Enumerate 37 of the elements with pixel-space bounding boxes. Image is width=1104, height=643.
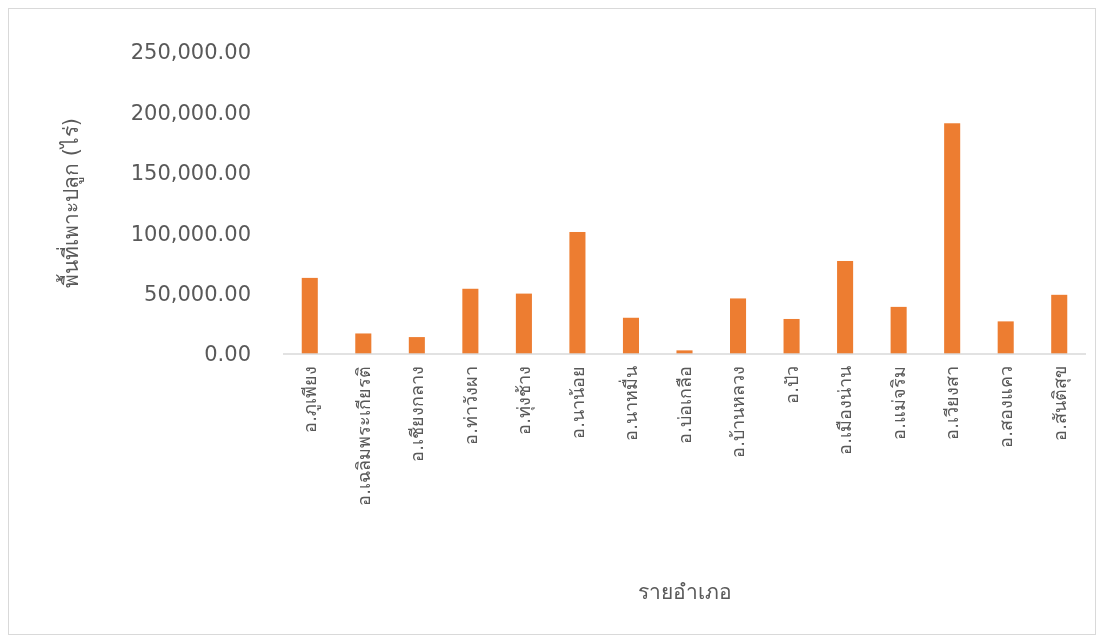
bar: [408, 337, 425, 354]
x-tick-label: อ.บ่อเกลือ: [673, 366, 695, 444]
x-tick-label: อ.เชียงกลาง: [406, 366, 428, 462]
bar: [622, 317, 639, 354]
x-tick-label: อ.ภูเพียง: [299, 366, 322, 433]
bar: [783, 318, 800, 354]
x-tick-label: อ.ปัว: [780, 366, 802, 404]
x-tick-label: อ.บ้านหลวง: [727, 366, 749, 458]
y-tick-label: 200,000.00: [130, 100, 251, 125]
bar: [1051, 294, 1068, 354]
bar: [997, 321, 1014, 354]
x-tick-label: อ.เฉลิมพระเกียรติ: [352, 366, 374, 506]
x-tick-label: อ.นาน้อย: [566, 366, 588, 439]
x-tick-label: อ.เมืองน่าน: [834, 366, 856, 455]
x-tick-label: อ.ทุ่งช้าง: [513, 366, 536, 435]
y-tick-label: 250,000.00: [130, 40, 251, 65]
x-tick-label: อ.สันติสุข: [1048, 366, 1071, 441]
y-tick-label: 50,000.00: [144, 281, 251, 306]
y-tick-label: 150,000.00: [130, 161, 251, 186]
bar: [944, 123, 961, 354]
x-tick-label: อ.ท่าวังผา: [459, 366, 481, 445]
bar: [730, 298, 747, 354]
y-tick-label: 0.00: [204, 342, 251, 367]
x-axis-title: รายอำเภอ: [637, 580, 732, 604]
bar: [515, 293, 532, 354]
x-tick-label: อ.นาหมื่น: [618, 366, 642, 441]
x-tick-label: อ.สองแคว: [995, 366, 1016, 448]
bar: [462, 288, 479, 354]
x-tick-label: อ.แม่จริม: [887, 366, 909, 440]
y-tick-label: 100,000.00: [130, 221, 251, 246]
bar: [837, 260, 854, 354]
x-tick-label: อ.เวียงสา: [941, 366, 963, 440]
bar: [301, 277, 318, 354]
y-axis-title: พื้นที่เพาะปลูก (ไร่): [56, 117, 84, 289]
bar: [355, 333, 372, 354]
bar: [569, 231, 586, 354]
bar: [890, 306, 907, 354]
